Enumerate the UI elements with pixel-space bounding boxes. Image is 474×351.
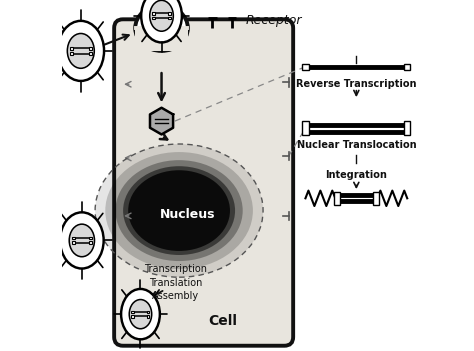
Ellipse shape <box>116 160 243 261</box>
Bar <box>152 17 155 19</box>
Text: Transcription
Translation
Assembly: Transcription Translation Assembly <box>144 264 207 301</box>
Ellipse shape <box>135 5 188 51</box>
Text: Nucleus: Nucleus <box>160 207 216 221</box>
Text: Receptor: Receptor <box>246 14 302 27</box>
Bar <box>168 12 171 15</box>
Text: Cell: Cell <box>209 314 237 328</box>
Ellipse shape <box>141 0 182 42</box>
Bar <box>168 17 171 19</box>
Bar <box>89 237 92 239</box>
Bar <box>72 237 74 239</box>
Text: Reverse Transcription: Reverse Transcription <box>296 79 417 88</box>
Ellipse shape <box>60 212 104 269</box>
Ellipse shape <box>150 0 173 31</box>
Bar <box>72 241 74 244</box>
Text: Nuclear Translocation: Nuclear Translocation <box>297 140 416 150</box>
Bar <box>147 315 149 318</box>
FancyBboxPatch shape <box>114 19 293 346</box>
Bar <box>147 311 149 313</box>
Bar <box>404 64 410 70</box>
Bar <box>404 121 410 135</box>
Bar <box>89 241 92 244</box>
Ellipse shape <box>105 152 253 269</box>
Ellipse shape <box>129 299 152 329</box>
Bar <box>302 64 309 70</box>
Ellipse shape <box>69 224 94 257</box>
Bar <box>131 311 134 313</box>
Bar <box>89 52 91 55</box>
Bar <box>135 28 188 51</box>
Polygon shape <box>150 108 173 134</box>
Bar <box>70 52 73 55</box>
Ellipse shape <box>123 166 235 255</box>
Bar <box>373 192 379 205</box>
Bar <box>131 315 134 318</box>
Bar <box>302 121 309 135</box>
Bar <box>70 47 73 50</box>
Ellipse shape <box>57 21 104 81</box>
Ellipse shape <box>128 170 230 251</box>
Bar <box>89 47 91 50</box>
Bar <box>334 192 340 205</box>
Ellipse shape <box>121 289 160 339</box>
Bar <box>152 12 155 15</box>
Text: Integration: Integration <box>326 171 387 180</box>
Ellipse shape <box>95 144 263 277</box>
Ellipse shape <box>67 33 94 68</box>
